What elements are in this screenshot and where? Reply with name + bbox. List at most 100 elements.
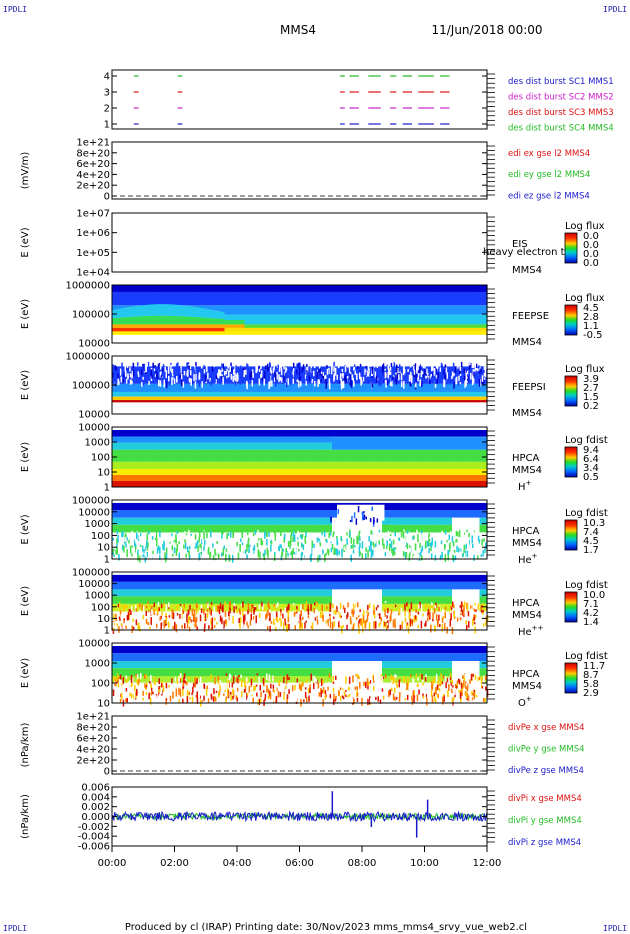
spectrogram-cell (307, 291, 311, 306)
spectrogram-cell (324, 517, 328, 525)
spectrogram-cell (397, 314, 401, 321)
spectrogram-cell (432, 291, 436, 306)
spectrogram-cell (127, 524, 131, 533)
spectrogram-cell (189, 383, 193, 392)
spectrogram-cell (259, 291, 263, 306)
spectrogram-cell (239, 517, 243, 525)
spectrogram-cell (372, 461, 376, 469)
spectrogram-cell (322, 327, 326, 332)
spectrogram-cell (319, 481, 323, 487)
spectrogram-cell (154, 430, 158, 437)
spectrogram-cell (137, 324, 141, 328)
spectrogram-speck (348, 365, 351, 373)
spectrogram-cell (424, 314, 428, 321)
spectrogram-speck (451, 375, 453, 379)
spectrogram-speck (473, 371, 475, 377)
spectrogram-cell (144, 436, 148, 443)
spectrogram-cell (364, 320, 368, 325)
spectrogram-cell (329, 481, 333, 487)
spectrogram-cell (192, 285, 196, 292)
spectrogram-cell (482, 436, 486, 438)
spectrogram-cell (334, 327, 338, 332)
spectrogram-cell (174, 366, 178, 384)
spectrogram-cell (142, 383, 146, 392)
spectrogram-cell (407, 510, 411, 518)
spectrogram-speck (340, 381, 343, 390)
spectrogram-cell (357, 327, 361, 332)
spectrogram-cell (192, 316, 196, 325)
spectrogram-cell (397, 437, 401, 450)
spectrogram-cell (164, 391, 168, 397)
spectrogram-cell (462, 475, 466, 481)
spectrogram-speck (236, 372, 239, 376)
spectrogram-cell (299, 436, 303, 443)
spectrogram-cell (274, 436, 278, 443)
spectrogram-cell (474, 481, 478, 487)
spectrogram-speck (284, 361, 286, 367)
spectrogram-cell (237, 475, 241, 481)
spectrogram-speck (171, 370, 173, 374)
spectrogram-cell (299, 400, 303, 403)
spectrogram-cell (262, 461, 266, 469)
spectrogram-cell (482, 305, 486, 315)
spectrogram-cell (169, 461, 173, 469)
spectrogram-cell (214, 391, 218, 397)
spectrogram-speck (157, 363, 160, 369)
spectrogram-cell (389, 314, 393, 321)
spectrogram-speck (229, 365, 231, 372)
spectrogram-speck (416, 366, 418, 374)
spectrogram-cell (137, 517, 141, 525)
spectrogram-cell (242, 391, 246, 397)
spectrogram-cell (377, 475, 381, 481)
spectrogram-cell (477, 314, 481, 321)
spectrogram-cell (112, 436, 116, 443)
spectrogram-cell (207, 285, 211, 292)
spectrogram-cell (294, 442, 298, 450)
spectrogram-cell (232, 291, 236, 306)
spectrogram-cell (277, 305, 281, 315)
spectrogram-cell (384, 320, 388, 325)
spectrogram-cell (467, 449, 471, 462)
spectrogram-speck (362, 376, 365, 382)
spectrogram-cell (457, 510, 461, 518)
spectrogram-cell (317, 391, 321, 397)
spectrogram-cell (259, 469, 263, 475)
spectrogram-cell (367, 305, 371, 315)
spectrogram-speck (284, 369, 286, 377)
spectrogram-cell (289, 430, 293, 437)
spectrogram-cell (207, 510, 211, 518)
spectrogram-cell (292, 510, 296, 518)
spectrogram-cell (297, 469, 301, 475)
spectrogram-cell (307, 383, 311, 392)
spectrogram-cell (127, 327, 131, 332)
spectrogram-cell (274, 461, 278, 469)
spectrogram-cell (124, 449, 128, 462)
spectrogram-cell (127, 436, 131, 443)
spectrogram-cell (372, 391, 376, 397)
spectrogram-cell (122, 324, 126, 328)
spectrogram-cell (389, 331, 393, 335)
spectrogram-cell (239, 285, 243, 292)
spectrogram-cell (334, 285, 338, 292)
spectrogram-speck (125, 371, 127, 377)
spectrogram-cell (137, 449, 141, 462)
spectrogram-cell (179, 383, 183, 392)
spectrogram-cell (417, 449, 421, 462)
spectrogram-cell (182, 291, 186, 306)
spectrogram-cell (467, 481, 471, 487)
spectrogram-speck (289, 546, 291, 549)
spectrogram-cell (314, 449, 318, 462)
spectrogram-speck (115, 366, 117, 371)
spectrogram-cell (397, 383, 401, 392)
spectrogram-cell (467, 400, 471, 403)
spectrogram-cell (247, 331, 251, 335)
spectrogram-speck (418, 370, 420, 374)
spectrogram-cell (152, 524, 156, 533)
spectrogram-cell (334, 320, 338, 325)
spectrogram-cell (167, 391, 171, 397)
spectrogram-cell (447, 314, 451, 321)
spectrogram-cell (174, 469, 178, 475)
spectrogram-cell (439, 285, 443, 292)
spectrogram-cell (359, 475, 363, 481)
spectrogram-cell (432, 481, 436, 487)
